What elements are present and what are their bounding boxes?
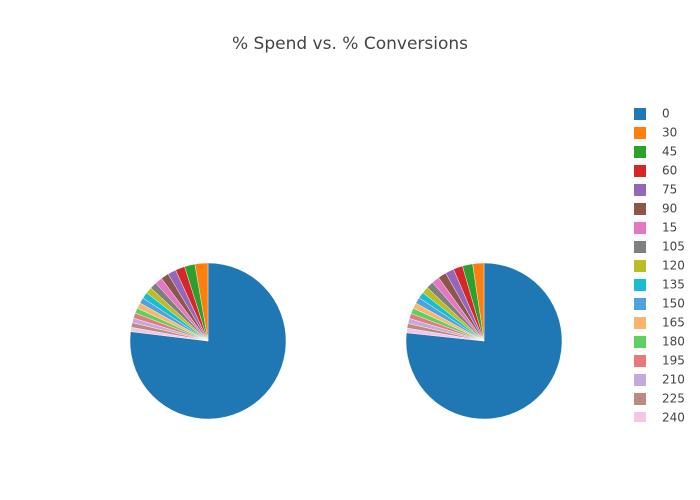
- legend-label: 180: [662, 335, 685, 349]
- legend-swatch: [634, 317, 646, 329]
- legend-swatch: [634, 184, 646, 196]
- legend: 0 30 45 60 75 90 15 105 120 135 150 165 180 195 210 225…: [634, 107, 685, 425]
- legend-label: 0: [662, 107, 670, 121]
- legend-swatch: [634, 108, 646, 120]
- legend-label: 210: [662, 373, 685, 387]
- legend-label: 90: [662, 202, 677, 216]
- legend-swatch: [634, 298, 646, 310]
- legend-swatch: [634, 146, 646, 158]
- chart-title: % Spend vs. % Conversions: [232, 34, 468, 54]
- legend-label: 135: [662, 278, 685, 292]
- pie-slice: [130, 327, 209, 342]
- legend-swatch: [634, 374, 646, 386]
- legend-swatch: [634, 127, 646, 139]
- legend-label: 240: [662, 411, 685, 425]
- pie-slice: [406, 327, 485, 342]
- legend-label: 120: [662, 259, 685, 273]
- legend-label: 150: [662, 297, 685, 311]
- pies: [129, 262, 563, 420]
- legend-label: 15: [662, 221, 677, 235]
- legend-swatch: [634, 279, 646, 291]
- legend-swatch: [634, 336, 646, 348]
- legend-swatch: [634, 393, 646, 405]
- legend-swatch: [634, 222, 646, 234]
- legend-swatch: [634, 412, 646, 422]
- legend-label: 75: [662, 183, 677, 197]
- legend-label: 105: [662, 240, 685, 254]
- legend-label: 30: [662, 126, 677, 140]
- legend-swatch: [634, 260, 646, 272]
- legend-label: 165: [662, 316, 685, 330]
- legend-label: 45: [662, 145, 677, 159]
- legend-label: 195: [662, 354, 685, 368]
- legend-label: 225: [662, 392, 685, 406]
- legend-label: 60: [662, 164, 677, 178]
- legend-swatch: [634, 165, 646, 177]
- legend-swatch: [634, 241, 646, 253]
- legend-swatch: [634, 203, 646, 215]
- legend-swatch: [634, 355, 646, 367]
